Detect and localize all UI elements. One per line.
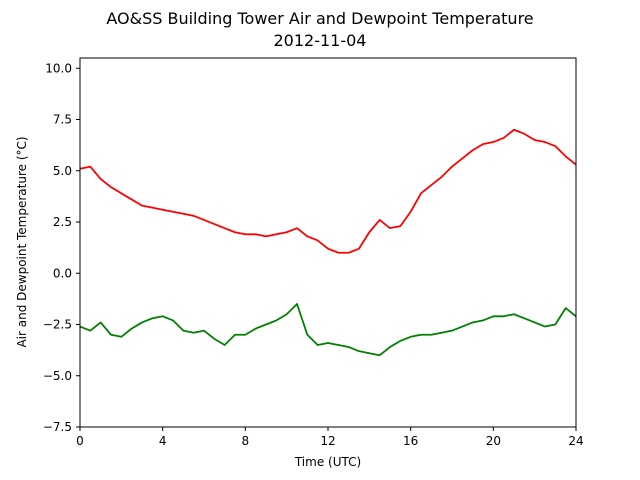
y-tick-label: 0.0 [53,266,72,280]
x-tick-label: 24 [568,434,583,448]
y-axis-label: Air and Dewpoint Temperature (°C) [15,136,29,347]
y-tick-label: 10.0 [45,61,72,75]
y-tick-label: 7.5 [53,113,72,127]
x-tick-label: 12 [320,434,335,448]
y-tick-label: −2.5 [43,318,72,332]
y-axis-ticks: −7.5 −5.0 −2.5 0.0 2.5 5.0 7.5 10.0 [43,61,80,434]
y-tick-label: 2.5 [53,215,72,229]
y-tick-label: −5.0 [43,369,72,383]
x-tick-label: 4 [159,434,167,448]
x-tick-label: 16 [403,434,418,448]
x-axis-label: Time (UTC) [294,455,361,469]
y-tick-label: 5.0 [53,164,72,178]
plot-series-group [79,128,577,357]
x-tick-label: 8 [242,434,250,448]
y-tick-label: −7.5 [43,420,72,434]
x-axis-ticks: 0 4 8 12 16 20 24 [76,427,584,448]
chart-subtitle: 2012-11-04 [274,31,367,50]
x-tick-label: 0 [76,434,84,448]
x-tick-label: 20 [486,434,501,448]
chart-title: AO&SS Building Tower Air and Dewpoint Te… [106,9,533,28]
series-line-1 [79,303,577,357]
plot-frame [79,57,577,428]
series-line-0 [79,128,577,254]
